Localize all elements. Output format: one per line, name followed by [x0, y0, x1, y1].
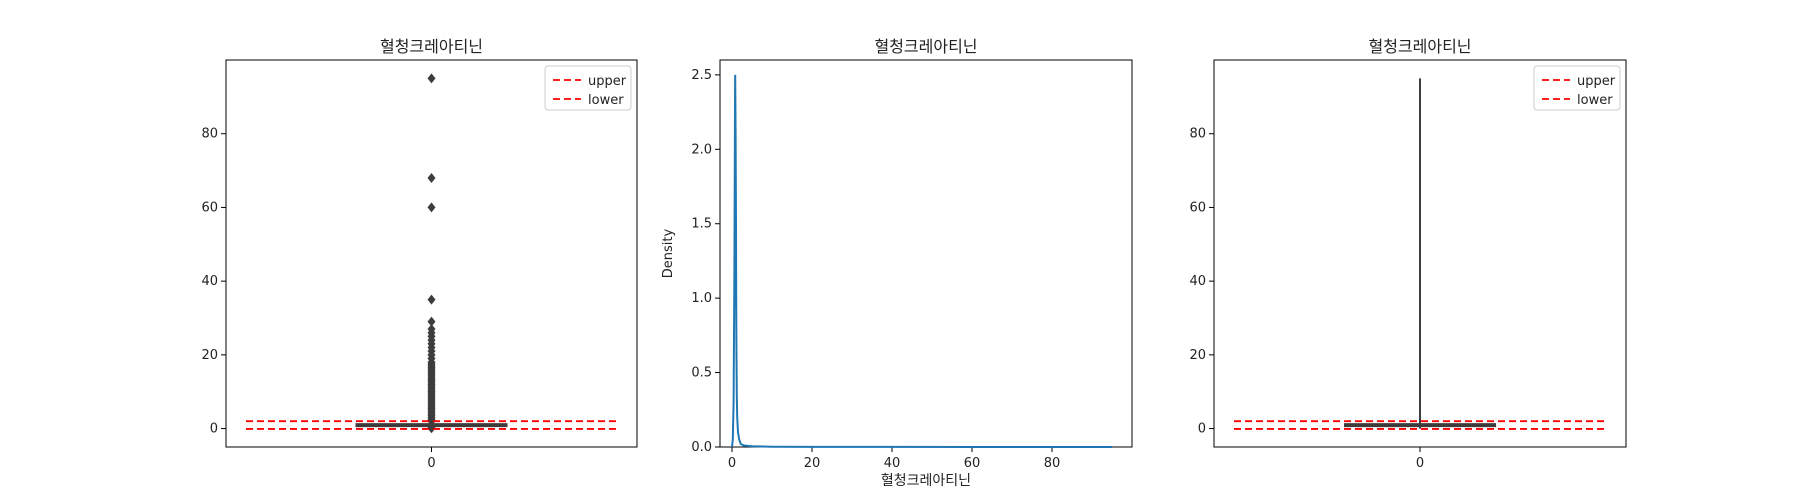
chart-title: 혈청크레아티닌 [1368, 37, 1471, 56]
y-tick-label: 0.5 [691, 366, 712, 381]
y-tick-label: 2.5 [691, 68, 712, 83]
outlier-point [427, 202, 436, 213]
outlier-point [427, 172, 436, 183]
legend-label: lower [1577, 93, 1613, 108]
y-tick-label: 20 [201, 348, 218, 363]
y-tick-label: 0 [210, 422, 218, 437]
chart-title: 혈청크레아티닌 [380, 37, 483, 56]
y-tick-label: 2.0 [691, 142, 712, 157]
x-tick-label: 20 [804, 456, 821, 471]
chart-title: 혈청크레아티닌 [874, 37, 977, 56]
y-tick-label: 1.0 [691, 291, 712, 306]
x-axis-label: 혈청크레아티닌 [881, 473, 971, 489]
y-axis-label: Density [661, 228, 676, 278]
y-tick-label: 0.0 [691, 440, 712, 455]
legend-label: lower [588, 93, 624, 108]
x-tick-label: 80 [1044, 456, 1061, 471]
y-tick-label: 80 [1189, 127, 1206, 142]
plot-frame [719, 59, 1133, 448]
outlier-point [427, 422, 436, 433]
y-tick-label: 60 [1189, 200, 1206, 215]
x-tick-label: 40 [884, 456, 901, 471]
y-tick-label: 1.5 [691, 217, 712, 232]
y-tick-label: 40 [1189, 274, 1206, 289]
legend-label: upper [1577, 74, 1616, 89]
y-tick-label: 0 [1198, 422, 1206, 437]
y-tick-label: 20 [1189, 348, 1206, 363]
legend-label: upper [588, 74, 627, 89]
y-tick-label: 60 [201, 200, 218, 215]
outlier-point [427, 416, 436, 427]
y-tick-label: 80 [201, 127, 218, 142]
x-tick-label: 0 [728, 456, 736, 471]
y-tick-label: 40 [201, 274, 218, 289]
density-line [731, 74, 1113, 448]
x-tick-label: 60 [964, 456, 981, 471]
x-tick-label: 0 [427, 456, 435, 471]
outlier-point [427, 73, 436, 84]
x-tick-label: 0 [1416, 456, 1424, 471]
outlier-point [427, 316, 436, 327]
outlier-point [427, 294, 436, 305]
